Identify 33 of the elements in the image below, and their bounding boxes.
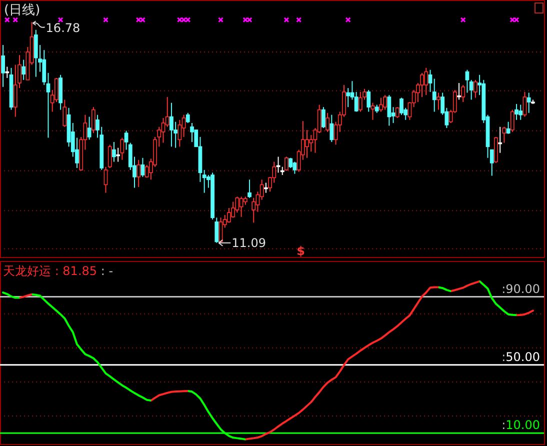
candlestick [9, 67, 14, 110]
candlestick [178, 119, 182, 148]
annotation: : - [97, 264, 114, 278]
candlestick [514, 103, 518, 120]
candlestick [346, 88, 350, 108]
candlestick [498, 126, 502, 154]
annotation: 11.09 [232, 236, 266, 250]
candlestick [1, 44, 5, 88]
ref-line-label: 50.00 [506, 350, 540, 364]
ref-line-label: 90.00 [506, 282, 540, 296]
annotation: 16.78 [46, 21, 80, 36]
candlestick [432, 78, 436, 112]
ref-line-label: 10.00 [506, 418, 540, 432]
annotation: : [502, 282, 506, 296]
candlestick [436, 92, 440, 110]
candlestick [305, 129, 309, 158]
candlestick [522, 91, 527, 118]
candlestick [170, 102, 174, 148]
annotation: $ [296, 244, 306, 258]
candlestick [120, 137, 124, 160]
annotation: : [502, 350, 506, 364]
chart-title: (日线) [4, 3, 40, 18]
candlestick [136, 159, 141, 188]
candlestick [202, 169, 206, 194]
candlestick [13, 64, 18, 118]
candlestick [161, 117, 166, 144]
series-label: 天龙好运 [3, 264, 51, 278]
annotation: : 81.85 [51, 264, 98, 278]
candlestick [22, 59, 26, 80]
candlestick [526, 92, 531, 114]
candlestick [34, 29, 38, 78]
candlestick [112, 141, 116, 162]
annotation: : [502, 418, 506, 432]
